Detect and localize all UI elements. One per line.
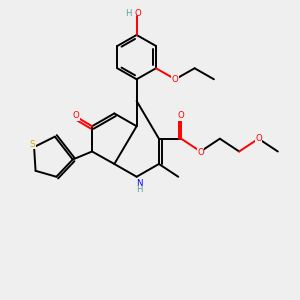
Text: S: S xyxy=(30,140,35,148)
Text: O: O xyxy=(178,111,184,120)
Text: N: N xyxy=(136,179,143,188)
Text: H: H xyxy=(125,9,131,18)
Text: O: O xyxy=(255,134,262,143)
Text: H: H xyxy=(136,185,143,194)
Text: O: O xyxy=(72,111,79,120)
Text: O: O xyxy=(134,9,141,18)
Text: O: O xyxy=(197,148,204,158)
Text: O: O xyxy=(172,75,178,84)
